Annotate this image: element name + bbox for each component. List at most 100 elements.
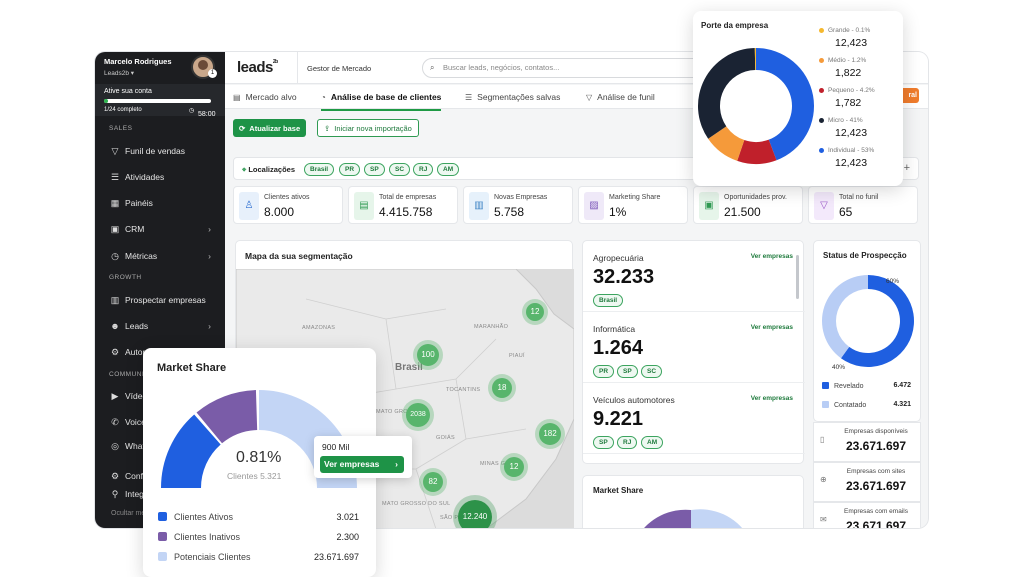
hide-menu-link[interactable]: Ocultar menu	[111, 510, 154, 517]
map-cluster[interactable]: 12	[504, 457, 524, 477]
segment-chip[interactable]: PR	[593, 365, 615, 378]
org-switcher[interactable]: Leads2b ▾	[104, 70, 135, 77]
ver-empresas-link[interactable]: Ver empresas	[750, 395, 793, 402]
segment-chip[interactable]: RJ	[617, 436, 638, 449]
status-donut[interactable]	[814, 271, 922, 371]
location-chip[interactable]: PR	[339, 163, 361, 176]
legend-dot	[819, 118, 824, 123]
map-cluster[interactable]: 82	[423, 472, 443, 492]
segment-chip[interactable]: Brasil	[593, 294, 624, 307]
map-cluster[interactable]: 18	[492, 378, 512, 398]
ver-empresas-link[interactable]: Ver empresas	[750, 253, 793, 260]
building-icon: ▥	[469, 192, 489, 220]
porte-legend-value: 12,423	[835, 37, 868, 49]
sidebar-item-crm[interactable]: ▣ CRM ›	[109, 221, 219, 237]
segment-chip[interactable]: SP	[593, 436, 614, 449]
segment-row: Informática Ver empresas 1.264 PR SP SC	[583, 312, 805, 383]
people-icon: ☻	[110, 321, 120, 331]
update-base-button[interactable]: ⟳ Atualizar base	[233, 119, 307, 137]
market-share-legend-item: Clientes Ativos	[158, 512, 233, 522]
segment-title: Informática	[593, 324, 636, 334]
sidebar-item-video[interactable]: ▶ Vídeo	[109, 388, 219, 404]
sidebar-item-paineis[interactable]: ▦ Painéis	[109, 195, 219, 211]
tab-mercado-alvo[interactable]: ▤ Mercado alvo	[233, 92, 297, 102]
mail-icon: ✉	[820, 515, 827, 524]
funnel-icon: ▽	[586, 92, 593, 102]
segment-chip[interactable]: SP	[617, 365, 638, 378]
porte-label-text: Individual - 53%	[828, 147, 875, 154]
location-chip[interactable]: AM	[437, 163, 460, 176]
sidebar-item-label: Prospectar empresas	[125, 295, 206, 305]
stat-card[interactable]: ▤ Total de empresas 4.415.758	[348, 186, 458, 224]
stat-card[interactable]: ▨ Marketing Share 1%	[578, 186, 688, 224]
stat-card[interactable]: ▽ Total no funil 65	[808, 186, 918, 224]
list-icon: ☰	[110, 171, 120, 182]
update-base-label: Atualizar base	[249, 123, 301, 133]
map-cluster[interactable]: 12.240	[458, 500, 492, 528]
table-icon: ▤	[354, 192, 374, 220]
sidebar-item-label: Voice	[125, 417, 146, 427]
status-card: Status de Prospecção 60% 40% Revelado 6.…	[813, 240, 921, 422]
user-name: Marcelo Rodrigues	[104, 57, 172, 66]
porte-slice	[737, 139, 777, 164]
search-input[interactable]: ⌕ Buscar leads, negócios, contatos...	[422, 58, 722, 78]
porte-legend-label: Individual - 53%	[819, 147, 875, 154]
sidebar-item-metricas[interactable]: ◷ Métricas ›	[109, 248, 219, 264]
legend-label: Revelado	[834, 383, 864, 390]
sidebar-item-atividades[interactable]: ☰ Atividades	[109, 169, 219, 185]
map-cluster[interactable]: 2038	[406, 403, 430, 427]
stat-value: 21.500	[724, 205, 761, 219]
map-label: GOIÁS	[436, 435, 455, 441]
tab-label: Segmentações salvas	[477, 92, 561, 102]
sidebar-item-leads[interactable]: ☻ Leads ›	[109, 318, 219, 334]
sidebar-item-label: Funil de vendas	[125, 146, 186, 156]
segment-chip[interactable]: SC	[641, 365, 663, 378]
upgrade-button[interactable]: ral	[898, 88, 919, 103]
ver-empresas-button[interactable]: Ver empresas ›	[320, 456, 404, 473]
legend-swatch	[822, 382, 829, 389]
porte-label-text: Pequeno - 4.2%	[828, 87, 875, 94]
tab-analise-funil[interactable]: ▽ Análise de funil	[586, 92, 655, 102]
logo[interactable]: leads2b	[237, 59, 278, 76]
scrollbar[interactable]	[796, 255, 799, 299]
stat-card[interactable]: ▥ Novas Empresas 5.758	[463, 186, 573, 224]
location-chip[interactable]: SC	[389, 163, 411, 176]
sidebar-item-funil[interactable]: ▽ Funil de vendas	[109, 143, 219, 159]
funnel-icon: ▽	[111, 145, 119, 156]
segments-card: Agropecuária Ver empresas 32.233 Brasil Info…	[582, 240, 805, 464]
legend-label: Clientes Inativos	[174, 532, 241, 542]
map-cluster[interactable]: 100	[417, 344, 439, 366]
porte-donut[interactable]	[693, 31, 818, 181]
activate-time: 58:00	[198, 111, 216, 118]
sidebar-item-voice[interactable]: ✆ Voice	[109, 414, 219, 430]
segment-chip[interactable]: AM	[641, 436, 664, 449]
map-cluster[interactable]: 12	[526, 303, 544, 321]
map-label: MINAS GERAIS	[480, 461, 524, 467]
add-icon[interactable]: +	[903, 162, 910, 174]
ver-empresas-link[interactable]: Ver empresas	[750, 324, 793, 331]
legend-swatch	[158, 552, 167, 561]
chevron-right-icon: ›	[208, 224, 211, 234]
stat-card[interactable]: ♙ Clientes ativos 8.000	[233, 186, 343, 224]
porte-label-text: Médio - 1.2%	[828, 57, 867, 64]
stat-value: 4.415.758	[379, 205, 433, 219]
location-chip[interactable]: SP	[364, 163, 385, 176]
porte-slice	[754, 48, 756, 71]
tooltip-label: 900 Mil	[322, 442, 350, 452]
sidebar-item-label: Painéis	[125, 198, 153, 208]
status-legend-value: 4.321	[893, 401, 911, 408]
activate-account-panel[interactable]: Ative sua conta 1/24 completo ◷ 58:00	[95, 84, 225, 118]
stat-card[interactable]: ▣ Oportunidades prov. 21.500	[693, 186, 803, 224]
market-share-legend-value: 3.021	[336, 512, 359, 522]
legend-dot	[819, 58, 824, 63]
new-import-button[interactable]: ⇪ Iniciar nova importação	[317, 119, 419, 137]
location-chip[interactable]: Brasil	[304, 163, 335, 176]
section-sales: SALES	[109, 125, 133, 132]
tab-segmentacoes[interactable]: ☰ Segmentações salvas	[465, 92, 560, 102]
whatsapp-icon: ◎	[111, 440, 119, 451]
sidebar-item-prospectar[interactable]: ▥ Prospectar empresas	[109, 292, 219, 308]
tab-analise-base[interactable]: ◔ Análise de base de clientes	[321, 92, 442, 111]
map-cluster[interactable]: 182	[539, 423, 561, 445]
market-share-percent: 0.81%	[236, 449, 282, 466]
location-chip[interactable]: RJ	[413, 163, 434, 176]
